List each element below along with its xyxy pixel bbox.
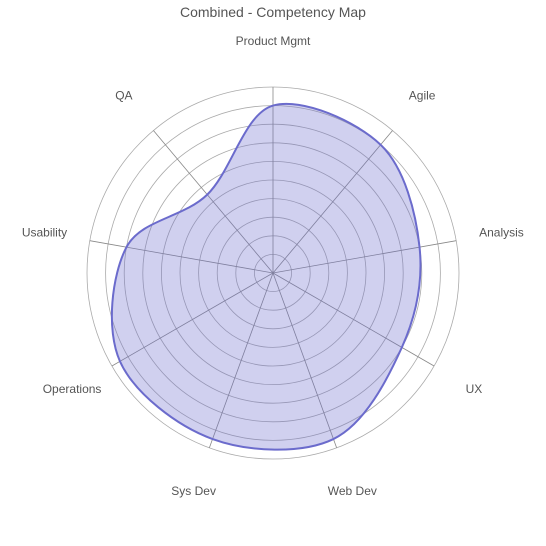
- axis-spoke: [153, 130, 274, 274]
- axis-label: Product Mgmt: [236, 34, 311, 48]
- axis-spoke: [89, 240, 274, 274]
- axis-spoke: [111, 272, 274, 367]
- axis-spoke: [272, 130, 393, 274]
- axis-spoke: [209, 272, 274, 448]
- axis-label: UX: [466, 382, 483, 396]
- axis-spoke: [272, 240, 457, 274]
- axis-spoke: [272, 272, 435, 367]
- axis-label: Web Dev: [328, 484, 377, 498]
- axis-label: Analysis: [479, 226, 524, 240]
- axis-labels: Product Mgmt Agile Analysis UX Web Dev Sys De…: [22, 34, 524, 498]
- axis-label: QA: [115, 88, 132, 102]
- series-layer: [110, 102, 422, 451]
- chart-title: Combined - Competency Map: [180, 4, 366, 20]
- polar-grid: [86, 86, 460, 460]
- series-area: [110, 102, 422, 451]
- axis-label: Usability: [22, 226, 67, 240]
- axis-label: Sys Dev: [171, 484, 216, 498]
- axis-spoke: [272, 272, 337, 448]
- axis-label: Agile: [409, 88, 436, 102]
- axis-label: Operations: [43, 382, 102, 396]
